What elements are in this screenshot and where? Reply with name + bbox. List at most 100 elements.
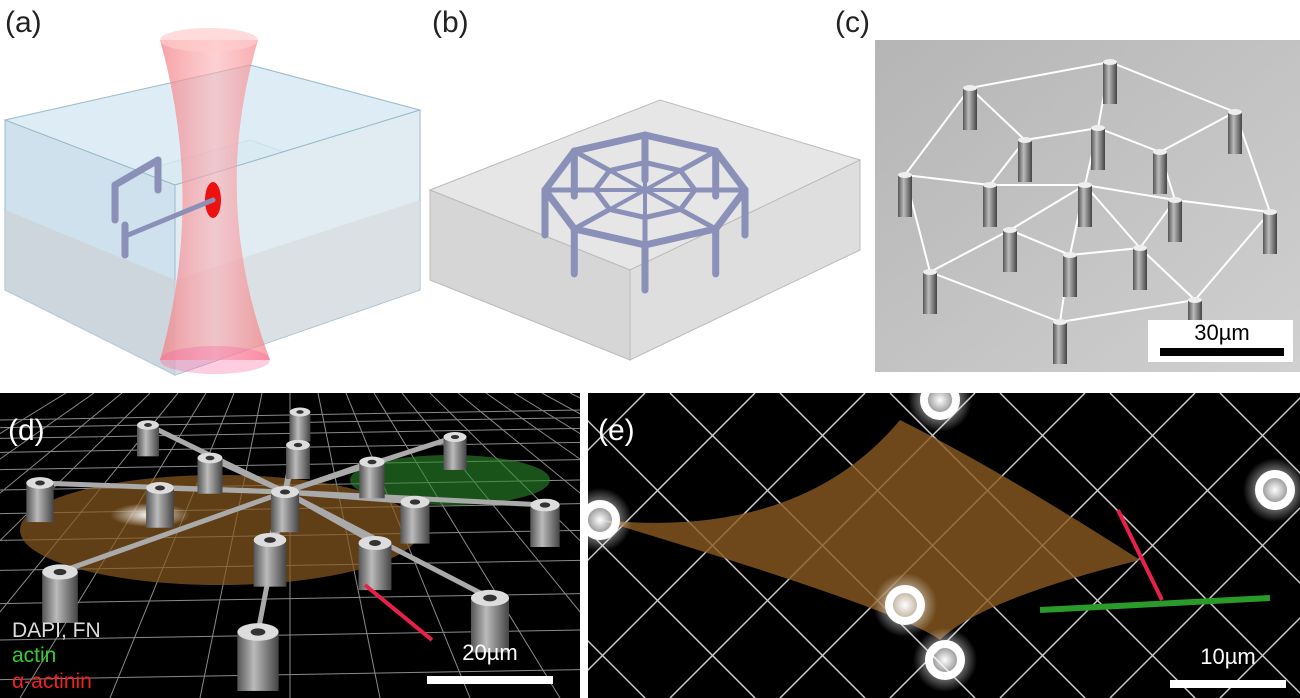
strut <box>541 147 578 194</box>
panel-label: (b) <box>432 6 469 39</box>
grid <box>1219 616 1300 698</box>
pillar <box>359 462 385 499</box>
panel-label: (c) <box>835 6 870 39</box>
strut <box>607 206 648 220</box>
strut <box>677 187 698 212</box>
pillar-hole <box>369 540 381 546</box>
pillar <box>289 412 311 442</box>
fiber <box>284 459 373 495</box>
pillar-top <box>983 182 997 188</box>
fiber <box>1069 247 1141 256</box>
strut <box>570 225 649 249</box>
fiber <box>1084 184 1176 201</box>
fiber <box>1109 61 1236 113</box>
pillar-top <box>1133 245 1147 251</box>
pillar-top <box>898 172 912 178</box>
pillar <box>253 540 287 587</box>
grid <box>0 393 95 460</box>
pillar-top <box>1063 252 1077 258</box>
fiber <box>969 87 1026 141</box>
strut <box>607 188 647 212</box>
pillar <box>530 505 560 547</box>
pillar <box>963 88 977 130</box>
fiber <box>929 271 1061 323</box>
pillar <box>26 483 54 523</box>
pillar <box>443 437 467 470</box>
scale-label: 30µm <box>1194 320 1249 345</box>
channel-label: α-actinin <box>12 670 92 693</box>
pillar <box>237 632 279 691</box>
strut <box>607 160 648 174</box>
pillar-hole <box>144 423 152 427</box>
pillar <box>1153 152 1167 194</box>
pillar-top <box>913 628 977 692</box>
strut <box>592 187 613 212</box>
pillar-ring <box>1255 470 1295 510</box>
panel-label: (a) <box>5 6 42 39</box>
grid <box>999 396 1300 698</box>
pillar-top <box>1078 182 1092 188</box>
pillar-top <box>1263 209 1277 215</box>
panel-e: 10µm (e) <box>588 393 1300 698</box>
pillar <box>358 543 392 591</box>
pillar-top <box>1091 125 1105 131</box>
pillar <box>1078 185 1092 227</box>
pillar-hole <box>296 410 304 414</box>
pillar-hole <box>53 568 67 576</box>
pillar-hole <box>250 628 266 636</box>
grid <box>588 393 646 452</box>
strut <box>677 168 698 193</box>
pillar-hole <box>450 434 460 440</box>
fiber <box>929 229 1011 273</box>
pillar-top <box>1053 319 1067 325</box>
channel-label: DAPI, FN <box>12 619 101 642</box>
pillar <box>1003 230 1017 272</box>
panel-label: (e) <box>598 414 635 447</box>
pillar-top <box>1153 149 1167 155</box>
pillar <box>1053 322 1067 364</box>
fiber <box>1139 247 1196 301</box>
pillar <box>983 185 997 227</box>
cell <box>600 420 1140 640</box>
strut <box>607 168 647 192</box>
pillar-top <box>1018 137 1032 143</box>
pillar-hole <box>279 489 291 495</box>
strut <box>677 148 719 174</box>
pillar <box>1133 248 1147 290</box>
pillar-top <box>923 269 937 275</box>
pillar <box>898 175 912 217</box>
fiber <box>1084 184 1141 249</box>
fiber <box>1097 127 1161 153</box>
grid <box>588 639 646 698</box>
strut <box>570 131 649 155</box>
scale-bar <box>1160 348 1284 356</box>
pillar <box>400 502 430 544</box>
pillar-top <box>963 85 977 91</box>
grid <box>1109 506 1300 698</box>
cell <box>20 475 420 585</box>
fiber <box>1194 211 1271 301</box>
pillar <box>197 458 223 494</box>
fiber <box>59 489 286 575</box>
strut <box>642 206 683 220</box>
scale-label: 20µm <box>462 640 517 665</box>
scale-label: 10µm <box>1200 644 1255 669</box>
channel-label: actin <box>12 644 56 667</box>
strut <box>677 206 719 232</box>
strut <box>541 186 578 233</box>
pillar-hole <box>155 485 165 491</box>
strut <box>642 160 683 174</box>
pillar-top <box>1228 109 1242 115</box>
grid <box>0 393 151 542</box>
pillar <box>1103 62 1117 104</box>
cell <box>350 455 550 505</box>
pillar-ring <box>925 640 965 680</box>
panel-b: (b) <box>428 6 862 361</box>
fiber <box>904 174 991 186</box>
fiber <box>904 87 971 176</box>
pillar-hole <box>483 594 497 602</box>
strut <box>641 131 720 155</box>
pillar <box>1063 255 1077 297</box>
fiber <box>1009 184 1086 231</box>
fiber <box>1174 199 1271 213</box>
